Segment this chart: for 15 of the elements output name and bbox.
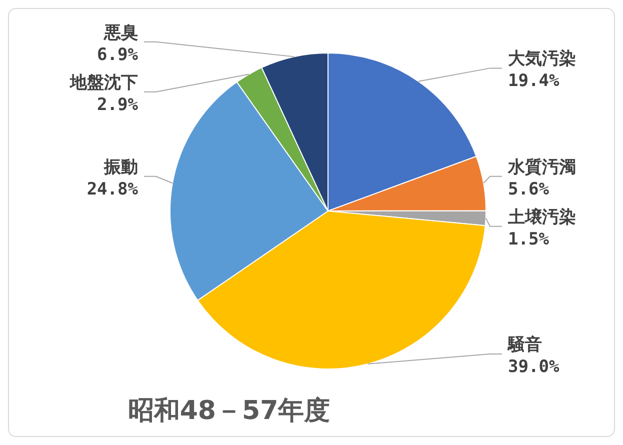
slice-label: 振動 (103, 157, 138, 178)
data-label: 39.0% (508, 357, 560, 377)
slice-label: 騒音 (507, 335, 542, 355)
slice-label: 大気汚染 (508, 49, 576, 70)
data-label: 5.6% (508, 179, 550, 200)
data-label: 2.9% (97, 94, 139, 115)
slice-label: 悪臭 (103, 22, 138, 43)
data-label: 1.5% (508, 229, 550, 250)
data-label: 19.4% (508, 71, 560, 92)
text: 昭和48－57年度 (126, 395, 332, 428)
slice-label: 地盤沈下 (69, 72, 138, 93)
slice-label: 土壌汚染 (507, 207, 576, 228)
slice-label: 水質汚濁 (507, 157, 576, 178)
data-label: 6.9% (97, 44, 139, 65)
data-label: 24.8% (86, 179, 139, 200)
